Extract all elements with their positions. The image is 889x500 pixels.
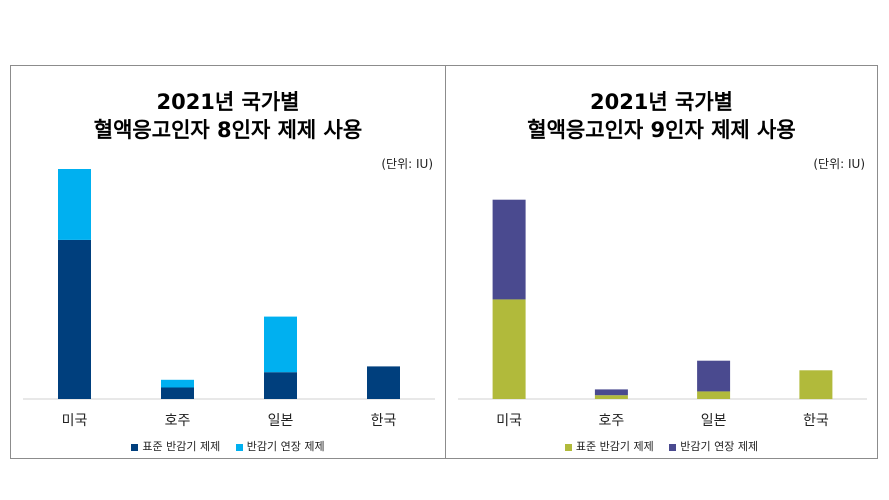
chart-title-line2: 혈액응고인자 8인자 제제 사용 — [93, 118, 363, 142]
chart-title-line1: 2021년 국가별 — [156, 90, 300, 114]
x-tick-label: 일본 — [268, 413, 294, 429]
bar-chart-factor-8: 미국 호주 일본 한국 — [23, 169, 435, 429]
legend-item-extended: 반감기 연장 제제 — [669, 438, 758, 454]
bar-segment-standard — [697, 391, 731, 399]
legend-label: 반감기 연장 제제 — [246, 440, 325, 453]
bar-segment-extended — [594, 389, 628, 396]
chart-title-line1: 2021년 국가별 — [589, 90, 734, 114]
chart-title-line2: 혈액응고인자 9인자 제제 사용 — [527, 118, 796, 142]
chart-title: 2021년 국가별 혈액응고인자 8인자 제제 사용 — [11, 88, 445, 144]
x-tick-label: 일본 — [701, 413, 727, 429]
bar-segment-standard — [161, 387, 194, 399]
legend-swatch — [564, 443, 572, 451]
x-tick-label: 호주 — [165, 413, 191, 429]
legend-item-extended: 반감기 연장 제제 — [235, 438, 325, 454]
bar-segment-standard — [58, 239, 91, 399]
x-tick-label: 한국 — [371, 413, 397, 429]
legend-swatch — [235, 443, 243, 451]
x-tick-label: 호주 — [599, 413, 625, 429]
legend-label: 반감기 연장 제제 — [680, 440, 759, 453]
x-tick-label: 미국 — [62, 413, 88, 429]
chart-panel-factor-8: 2021년 국가별 혈액응고인자 8인자 제제 사용 (단위: IU) 미국 호주… — [10, 65, 446, 459]
bar-segment-standard — [799, 370, 833, 400]
bar-segment-extended — [161, 379, 194, 388]
legend-label: 표준 반감기 제제 — [575, 440, 654, 453]
x-tick-label: 한국 — [803, 413, 829, 429]
bar-segment-extended — [264, 316, 297, 373]
bar-chart-factor-9: 미국 호주 일본 한국 — [458, 199, 867, 429]
legend: 표준 반감기 제제 반감기 연장 제제 — [11, 438, 445, 454]
x-tick-label: 미국 — [496, 413, 522, 429]
bar-segment-standard — [264, 372, 297, 399]
bar-segment-extended — [697, 360, 731, 392]
bar-segment-extended — [492, 199, 526, 300]
unit-label: (단위: IU) — [381, 157, 433, 171]
legend-swatch — [669, 443, 677, 451]
legend-swatch — [131, 443, 139, 451]
legend-item-standard: 표준 반감기 제제 — [564, 438, 654, 454]
unit-label: (단위: IU) — [813, 157, 865, 171]
bar-segment-standard — [367, 366, 400, 399]
chart-panel-factor-9: 2021년 국가별 혈액응고인자 9인자 제제 사용 (단위: IU) 미국 호주… — [445, 65, 878, 459]
bar-segment-extended — [58, 169, 91, 240]
legend-label: 표준 반감기 제제 — [142, 440, 221, 453]
bar-segment-standard — [492, 299, 526, 399]
legend-item-standard: 표준 반감기 제제 — [131, 438, 220, 454]
bar-segment-standard — [594, 395, 628, 399]
chart-title: 2021년 국가별 혈액응고인자 9인자 제제 사용 — [446, 88, 877, 144]
legend: 표준 반감기 제제 반감기 연장 제제 — [446, 438, 877, 454]
